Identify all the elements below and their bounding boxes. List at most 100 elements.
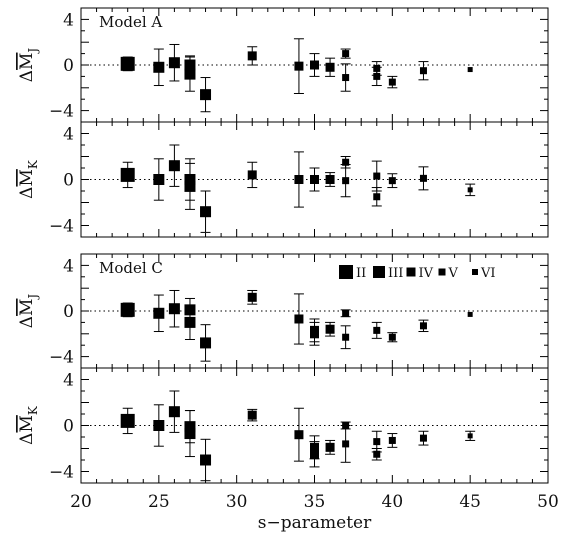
y-axis-title: ΔMK	[17, 405, 40, 445]
legend-marker	[438, 268, 446, 276]
x-tick-label: 35	[304, 492, 326, 512]
data-point	[467, 187, 473, 193]
legend: II III IV V VI	[339, 265, 496, 281]
x-tick-label: 20	[70, 492, 92, 512]
data-point	[419, 67, 427, 75]
data-point	[373, 172, 381, 180]
data-point	[153, 174, 165, 185]
data-point	[342, 333, 350, 341]
panel-4: −4 0 4 ΔMK	[17, 367, 549, 484]
data-point	[388, 333, 396, 341]
legend-marker	[472, 269, 478, 275]
data-point	[168, 303, 180, 315]
legend-marker	[339, 265, 353, 279]
legend-label: II	[356, 266, 366, 281]
data-point	[325, 324, 335, 334]
y-tick-label: −4	[49, 348, 74, 368]
model-label: Model A	[99, 13, 162, 31]
legend-label: III	[388, 266, 403, 281]
data-point	[120, 56, 135, 71]
y-tick-label: 0	[63, 302, 74, 322]
data-point	[342, 50, 350, 58]
data-point	[120, 302, 135, 317]
y-tick-label: −4	[49, 217, 74, 237]
y-tick-label: 0	[63, 56, 74, 76]
data-point	[467, 433, 473, 439]
data-point	[153, 307, 165, 319]
data-point	[373, 450, 381, 458]
data-point	[294, 61, 304, 71]
y-axis-title: ΔMK	[17, 159, 40, 199]
data-point	[373, 72, 381, 80]
data-point	[184, 316, 196, 328]
data-point	[388, 177, 396, 185]
legend-label: V	[448, 266, 459, 281]
legend-label: IV	[419, 266, 434, 281]
data-point	[467, 311, 473, 317]
data-point	[310, 449, 319, 459]
data-point	[325, 62, 335, 72]
data-point	[247, 170, 257, 180]
y-tick-label: −4	[49, 463, 74, 483]
panel-1: −4 0 4 ΔMJ Model A	[17, 7, 549, 123]
data-point	[325, 442, 335, 452]
data-point	[200, 454, 212, 466]
data-point	[168, 57, 180, 69]
data-point	[184, 428, 196, 440]
y-tick-label: 0	[63, 171, 74, 191]
y-tick-label: 4	[63, 10, 74, 30]
x-tick-label: 45	[459, 492, 481, 512]
data-point	[342, 309, 350, 317]
legend-label: VI	[480, 266, 496, 281]
data-point	[153, 420, 165, 431]
data-point	[342, 74, 350, 82]
data-point	[294, 314, 304, 324]
data-point	[419, 174, 427, 182]
legend-marker	[373, 266, 385, 278]
data-point	[310, 175, 319, 184]
y-tick-label: 0	[63, 417, 74, 437]
panel-2: −4 0 4 ΔMK	[17, 121, 549, 238]
data-point	[373, 438, 381, 446]
y-tick-label: 4	[63, 125, 74, 145]
data-point	[419, 434, 427, 442]
x-tick-label: 25	[148, 492, 170, 512]
y-tick-label: 4	[63, 256, 74, 276]
x-axis-title: s−parameter	[258, 513, 372, 533]
data-point	[467, 67, 473, 73]
panel-3: −4 0 4 ΔMJ Model C	[17, 253, 549, 369]
data-point	[310, 329, 319, 339]
data-point	[342, 440, 350, 448]
data-point	[310, 60, 319, 70]
data-point	[342, 177, 350, 185]
model-label: Model C	[99, 259, 163, 277]
data-point	[168, 160, 180, 172]
data-point	[342, 158, 350, 166]
data-point	[200, 206, 212, 218]
data-point	[388, 78, 396, 86]
y-tick-label: 4	[63, 371, 74, 391]
data-point	[373, 193, 381, 201]
data-point	[373, 326, 381, 334]
legend-marker	[406, 267, 416, 277]
data-point	[247, 410, 257, 420]
data-point	[294, 430, 304, 440]
x-tick-label: 50	[537, 492, 559, 512]
data-point	[200, 337, 212, 349]
data-point	[388, 436, 396, 444]
data-point	[200, 89, 212, 101]
data-point	[184, 180, 196, 192]
data-point	[120, 413, 135, 428]
x-tick-label: 30	[226, 492, 248, 512]
y-axis-title: ΔMJ	[17, 294, 40, 329]
data-point	[325, 175, 335, 184]
data-point	[419, 322, 427, 330]
data-point	[120, 167, 135, 182]
data-point	[247, 51, 257, 61]
y-tick-label: −4	[49, 102, 74, 122]
y-axis-title: ΔMJ	[17, 48, 40, 83]
data-point	[153, 61, 165, 73]
data-point	[184, 68, 196, 80]
data-point	[168, 406, 180, 418]
